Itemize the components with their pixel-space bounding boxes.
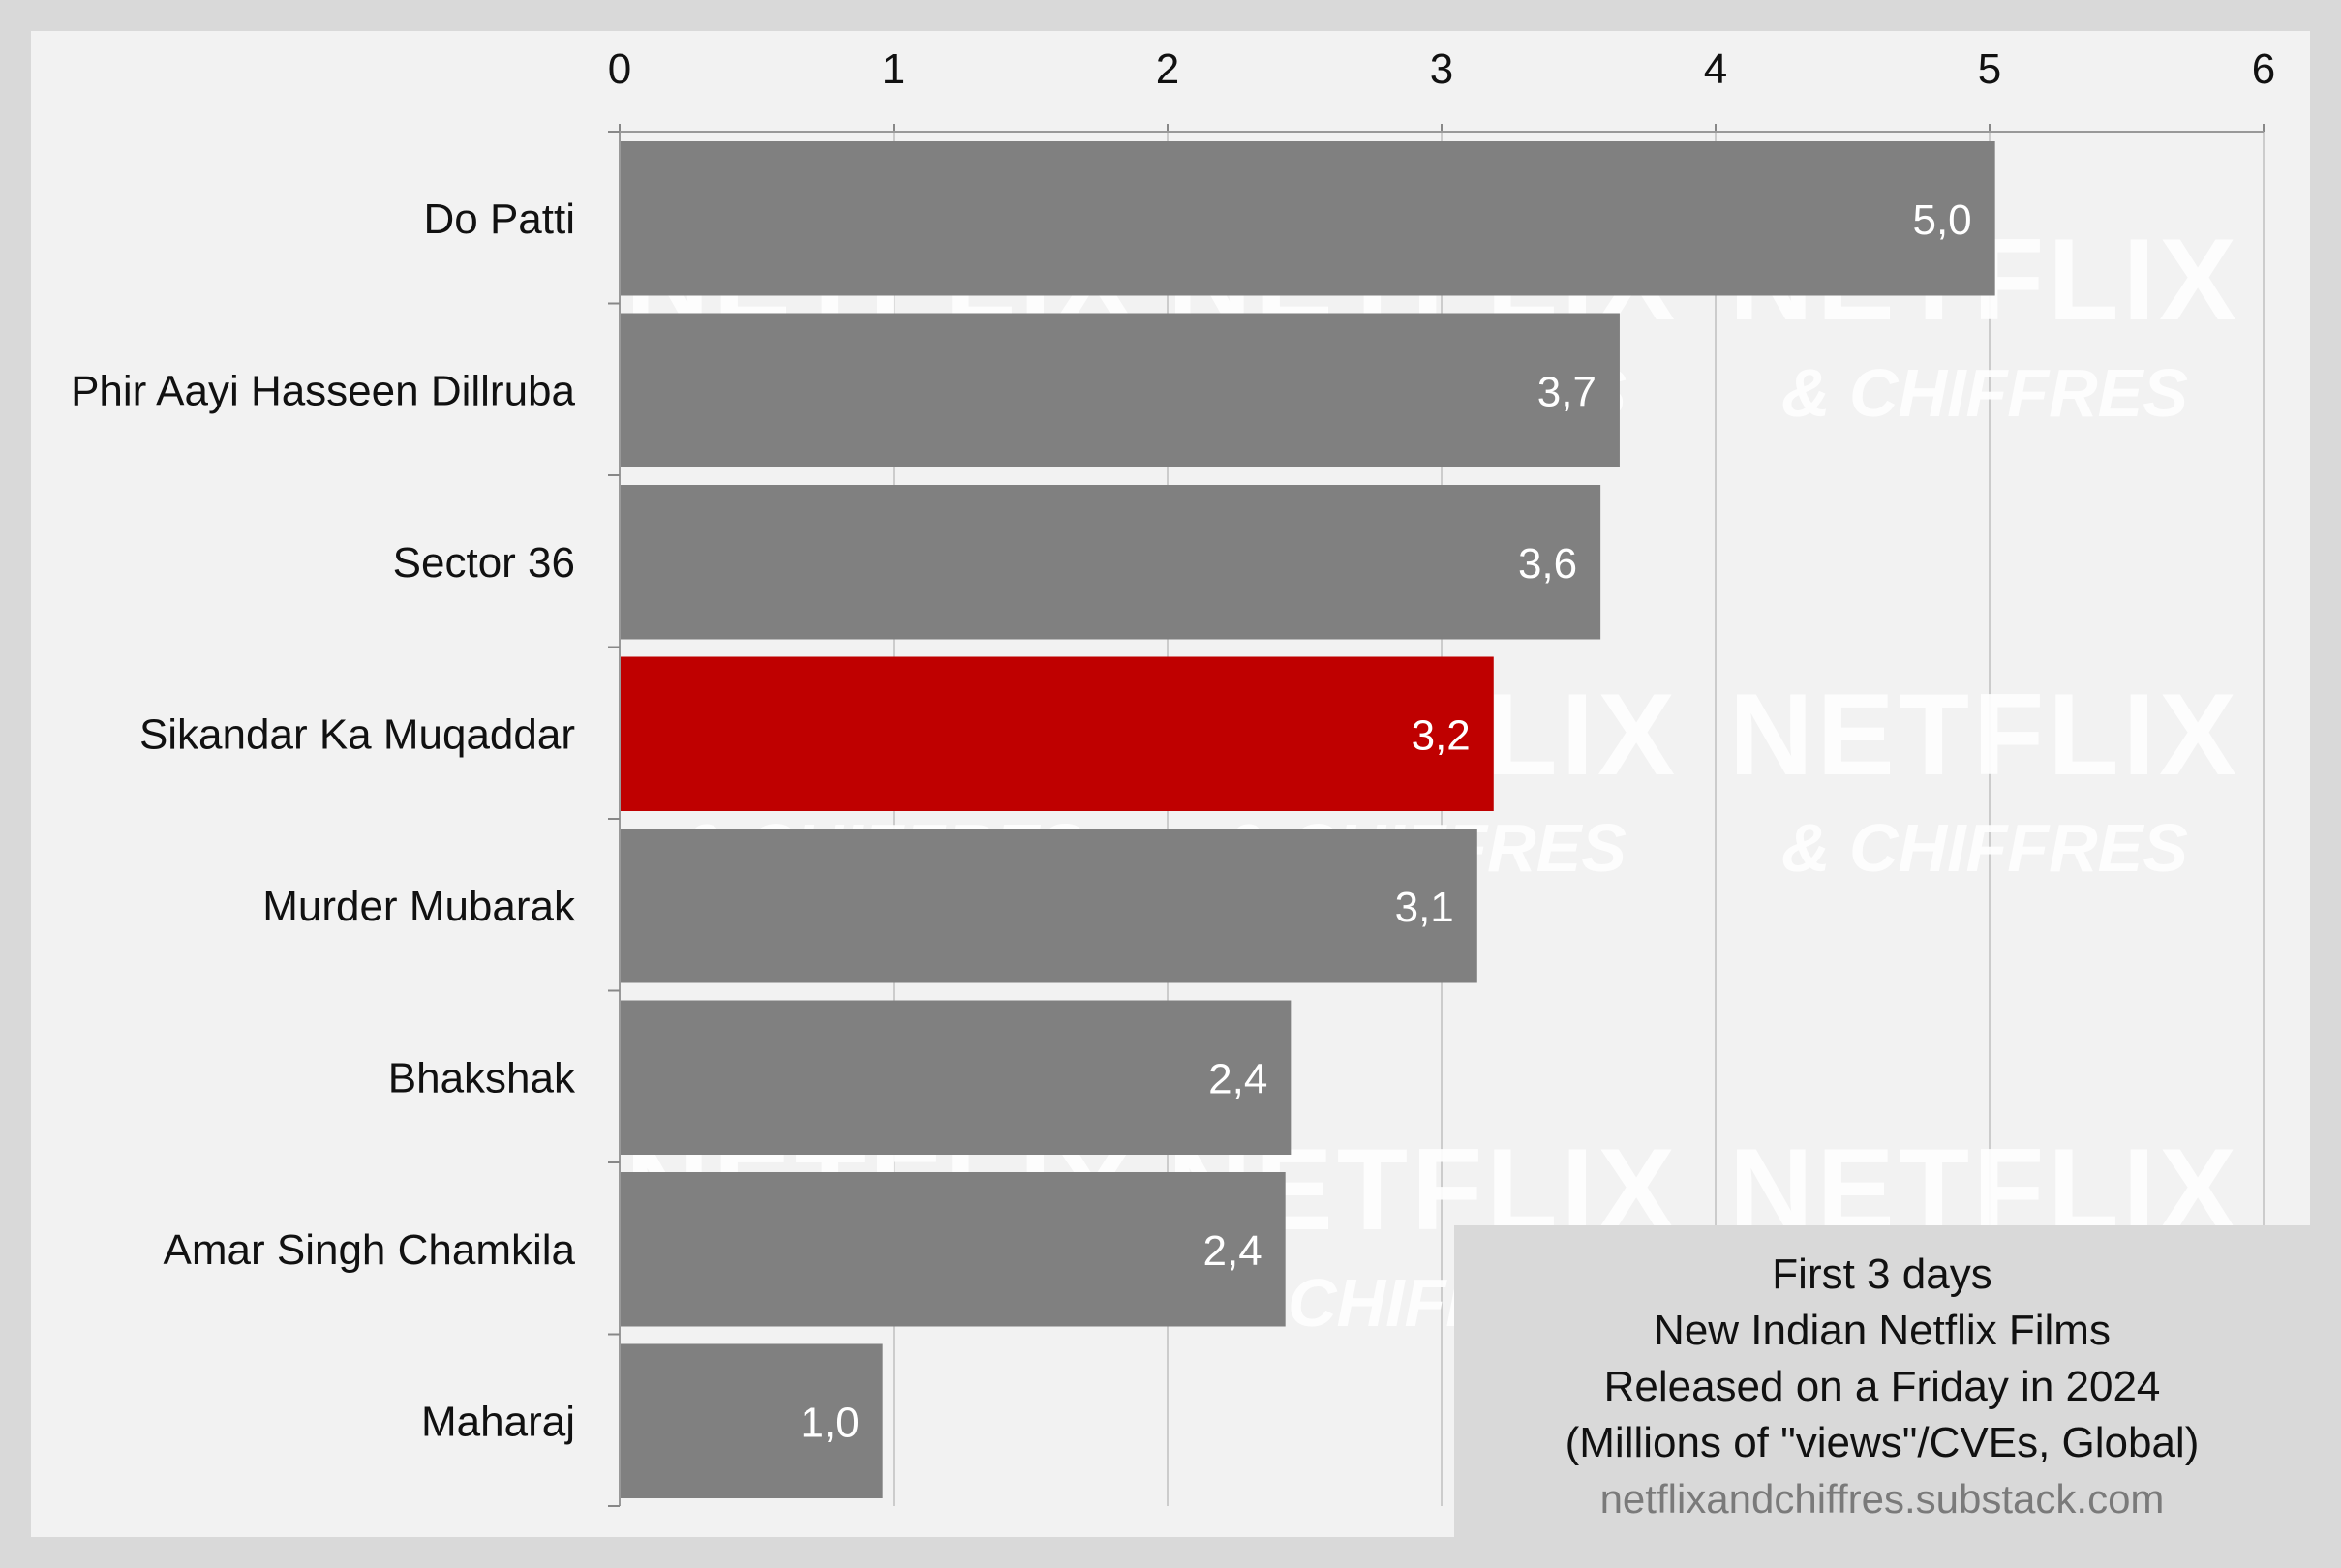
category-label: Maharaj [421, 1398, 575, 1445]
chart-legend: First 3 days New Indian Netflix Films Re… [1454, 1225, 2310, 1541]
bar [621, 1000, 1292, 1155]
label-layer: Do Patti 5,0 Phir Aayi Hasseen Dillruba 3,7… [71, 196, 1972, 1447]
category-label: Sector 36 [393, 539, 575, 587]
data-label: 1,0 [801, 1399, 860, 1446]
x-tick-label: 5 [1978, 45, 2001, 93]
bar [621, 313, 1620, 467]
bar-layer [621, 141, 1995, 1498]
category-label: Murder Mubarak [262, 883, 576, 930]
x-tick-label: 0 [608, 45, 631, 93]
watermark-logo: & CHIFFRES [1781, 810, 2188, 886]
legend-line-3: Released on a Friday in 2024 [1603, 1363, 2161, 1410]
x-tick-label: 6 [2252, 45, 2275, 93]
category-label: Bhakshak [388, 1054, 576, 1101]
data-label: 3,2 [1412, 711, 1471, 759]
data-label: 2,4 [1203, 1227, 1262, 1275]
x-tick-label: 2 [1156, 45, 1179, 93]
bar [621, 485, 1601, 640]
data-label: 3,7 [1537, 368, 1596, 415]
legend-line-4: (Millions of "views"/CVEs, Global) [1565, 1419, 2200, 1466]
axis-layer: 0 1 2 3 4 5 6 [608, 45, 2275, 1507]
legend-line-1: First 3 days [1772, 1251, 1992, 1298]
source-url: netflixandchiffres.substack.com [1599, 1476, 2165, 1522]
data-label: 3,6 [1518, 540, 1577, 588]
legend-line-2: New Indian Netflix Films [1654, 1307, 2111, 1354]
bar [621, 829, 1477, 983]
watermark-logo: NETFLIX [1729, 670, 2240, 799]
category-label: Phir Aayi Hasseen Dillruba [71, 367, 575, 414]
category-label: Do Patti [423, 196, 575, 243]
x-tick-label: 4 [1704, 45, 1727, 93]
bar [621, 1172, 1286, 1327]
x-tick-label: 3 [1430, 45, 1453, 93]
watermark-logo: & CHIFFRES [1781, 355, 2188, 431]
bar [621, 656, 1494, 811]
bar [621, 141, 1995, 296]
category-label: Amar Singh Chamkila [164, 1226, 576, 1274]
x-tick-label: 1 [882, 45, 905, 93]
category-label: Sikandar Ka Muqaddar [139, 710, 575, 758]
data-label: 5,0 [1912, 196, 1971, 244]
data-label: 3,1 [1395, 884, 1454, 931]
data-label: 2,4 [1208, 1055, 1267, 1102]
bar [621, 1343, 883, 1498]
